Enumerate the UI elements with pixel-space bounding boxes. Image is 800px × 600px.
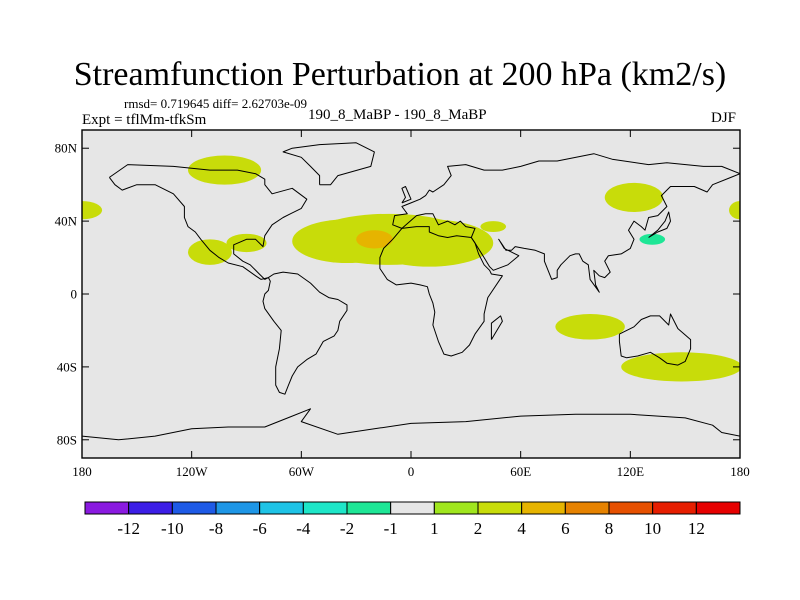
anomaly-region: [621, 352, 740, 382]
colorbar-swatch: [564, 501, 610, 515]
coastline: [109, 164, 308, 280]
colorbar-label: 6: [561, 519, 570, 538]
anomaly-layer: [82, 155, 740, 382]
colorbar-label: -2: [340, 519, 354, 538]
coastline: [262, 271, 348, 395]
colorbar: -12 -10 -8 -6 -4 -2 -1 1 2 4 6 8 10 12: [84, 501, 741, 538]
y-tick-label: 0: [71, 287, 78, 302]
anomaly-region: [604, 182, 664, 212]
coastline-layer: [82, 142, 740, 441]
anomaly-region: [365, 219, 494, 267]
x-tick-label: 0: [408, 464, 415, 479]
colorbar-label: -12: [117, 519, 140, 538]
colorbar-swatch: [302, 501, 348, 515]
anomaly-region: [356, 230, 393, 249]
coastline: [648, 211, 671, 238]
map-background: [82, 130, 740, 458]
colorbar-swatch: [346, 501, 392, 515]
chart-title: Streamfunction Perturbation at 200 hPa (…: [73, 56, 727, 93]
colorbar-swatch: [477, 501, 523, 515]
colorbar-label: 8: [605, 519, 614, 538]
anomaly-region: [555, 314, 625, 340]
y-tick-label: 80N: [55, 141, 78, 156]
colorbar-label: -4: [296, 519, 311, 538]
coastline: [82, 408, 740, 441]
colorbar-label: 10: [644, 519, 661, 538]
colorbar-label: 12: [688, 519, 705, 538]
colorbar-swatch: [433, 501, 479, 515]
anomaly-region: [82, 201, 103, 220]
season-label: DJF: [711, 110, 737, 126]
colorbar-label: -8: [209, 519, 223, 538]
anomaly-region: [729, 201, 740, 220]
anomaly-region: [513, 222, 558, 256]
colorbar-swatch: [259, 501, 304, 515]
colorbar-label: 4: [517, 519, 526, 538]
runs-label: 190_8_MaBP - 190_8_MaBP: [308, 107, 487, 123]
x-tick-label: 60W: [289, 464, 315, 479]
colorbar-swatch: [652, 501, 697, 515]
y-tick-label: 80S: [57, 432, 77, 447]
anomaly-region: [480, 221, 507, 233]
colorbar-label: 1: [430, 519, 439, 538]
anomaly-region: [639, 233, 666, 245]
y-tick-label: 40S: [57, 359, 77, 374]
x-tick-label: 120E: [617, 464, 645, 479]
colorbar-swatch: [215, 501, 261, 515]
colorbar-swatch: [695, 501, 741, 515]
coastline: [392, 153, 740, 293]
stats-label: rmsd= 0.719645 diff= 2.62703e-09: [124, 96, 308, 111]
colorbar-swatch: [608, 501, 654, 515]
colorbar-label: -6: [253, 519, 267, 538]
anomaly-region: [96, 241, 152, 267]
colorbar-swatch: [390, 501, 435, 515]
colorbar-swatch: [128, 501, 173, 515]
anomaly-region: [306, 319, 344, 353]
coastline: [401, 186, 412, 204]
colorbar-swatch: [521, 501, 566, 515]
x-tick-label: 180: [72, 464, 92, 479]
anomaly-region: [171, 195, 263, 218]
colorbar-label: -10: [161, 519, 184, 538]
colorbar-swatch: [171, 501, 217, 515]
axis-ticks: 180 120W 60W 0 60E 120E 180 80N 40N 0 40S 80S: [55, 130, 750, 479]
colorbar-label: 2: [474, 519, 483, 538]
y-tick-label: 40N: [55, 214, 78, 229]
coastline: [282, 142, 375, 186]
coastline: [490, 315, 503, 340]
x-tick-label: 60E: [510, 464, 531, 479]
x-tick-label: 180: [730, 464, 750, 479]
colorbar-swatch: [84, 501, 130, 515]
coastline: [618, 313, 692, 366]
colorbar-label: -1: [384, 519, 398, 538]
coastline: [379, 226, 503, 357]
anomaly-region: [211, 315, 267, 338]
anomaly-region: [226, 233, 267, 253]
experiment-label: Expt = tflMm-tfkSm: [82, 112, 207, 128]
x-tick-label: 120W: [176, 464, 209, 479]
